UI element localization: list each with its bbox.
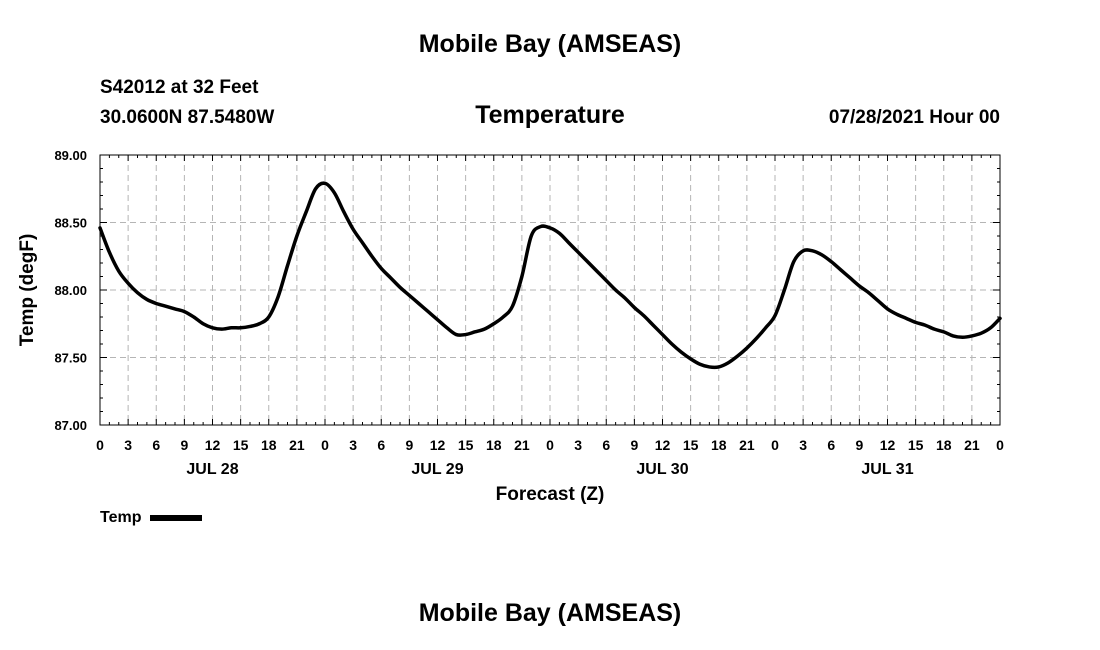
x-tick-label: 21 <box>289 437 305 453</box>
x-tick-label: 21 <box>964 437 980 453</box>
legend: Temp <box>100 509 203 527</box>
x-tick-label: 9 <box>405 437 413 453</box>
day-label: JUL 29 <box>411 461 463 478</box>
x-tick-label: 15 <box>683 437 699 453</box>
x-tick-label: 6 <box>827 437 835 453</box>
x-tick-label: 18 <box>936 437 952 453</box>
y-tick-label: 87.00 <box>54 418 87 433</box>
x-tick-label: 21 <box>739 437 755 453</box>
run-time-label: 07/28/2021 Hour 00 <box>828 107 1000 128</box>
series-line-temp <box>98 181 1002 370</box>
legend-line-swatch <box>150 515 203 521</box>
x-tick-label: 18 <box>711 437 727 453</box>
x-tick-label: 12 <box>205 437 221 453</box>
grid-lines <box>100 155 1000 425</box>
x-tick-label: 18 <box>261 437 277 453</box>
x-tick-label: 18 <box>486 437 502 453</box>
x-tick-label: 15 <box>908 437 924 453</box>
day-label: JUL 31 <box>861 461 913 478</box>
x-axis-label: Forecast (Z) <box>496 484 605 505</box>
plot-frame <box>99 154 1001 426</box>
x-tick-label: 3 <box>124 437 132 453</box>
x-tick-label: 15 <box>458 437 474 453</box>
x-tick-label: 0 <box>96 437 104 453</box>
x-tick-label: 3 <box>574 437 582 453</box>
x-tick-label: 12 <box>655 437 671 453</box>
y-axis-label: Temp (degF) <box>17 234 38 347</box>
y-tick-label: 89.00 <box>54 148 87 163</box>
series-layer <box>98 181 1002 370</box>
x-tick-label: 0 <box>321 437 329 453</box>
x-tick-label: 6 <box>602 437 610 453</box>
day-label: JUL 30 <box>636 461 688 478</box>
x-tick-label: 3 <box>799 437 807 453</box>
chart-title: Temperature <box>475 101 625 129</box>
x-tick-label: 21 <box>514 437 530 453</box>
x-tick-label: 9 <box>855 437 863 453</box>
x-tick-label: 12 <box>880 437 896 453</box>
y-tick-label: 88.50 <box>54 216 87 231</box>
y-tick-label: 88.00 <box>54 283 87 298</box>
legend-label: Temp <box>100 509 142 526</box>
x-tick-label: 0 <box>771 437 779 453</box>
x-tick-label: 9 <box>630 437 638 453</box>
x-tick-label: 12 <box>430 437 446 453</box>
station-label: S42012 at 32 Feet <box>100 77 259 98</box>
x-tick-label: 6 <box>152 437 160 453</box>
x-tick-label: 15 <box>233 437 249 453</box>
footer-title: Mobile Bay (AMSEAS) <box>418 599 682 627</box>
axis-labels: 0 3 6 9 12 15 18 21 0 3 6 9 12 15 18 21 0 3 6 9 12 15 18 21 0 3 6 9… <box>17 148 1004 505</box>
x-tick-label: 3 <box>349 437 357 453</box>
x-tick-label: 0 <box>546 437 554 453</box>
page-title: Mobile Bay (AMSEAS) <box>418 30 682 58</box>
x-tick-label: 9 <box>180 437 188 453</box>
x-tick-label: 0 <box>996 437 1004 453</box>
x-tick-label: 6 <box>377 437 385 453</box>
y-tick-label: 87.50 <box>54 351 87 366</box>
day-label: JUL 28 <box>186 461 238 478</box>
station-coordinates: 30.0600N 87.5480W <box>100 107 275 128</box>
